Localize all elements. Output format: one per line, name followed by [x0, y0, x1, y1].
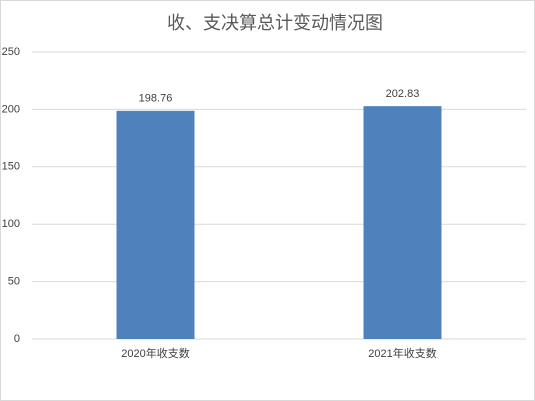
x-tick-label: 2021年收支数: [368, 346, 436, 360]
y-tick-label: 50: [8, 276, 20, 288]
x-tick-label: 2020年收支数: [121, 346, 189, 360]
y-tick-label: 250: [2, 46, 20, 58]
chart-title: 收、支决算总计变动情况图: [167, 13, 383, 33]
y-tick-label: 200: [2, 103, 20, 115]
data-label: 198.76: [139, 93, 173, 105]
bar: [363, 106, 442, 340]
y-tick-label: 0: [14, 333, 20, 345]
data-label: 202.83: [386, 88, 420, 100]
y-tick-label: 150: [2, 161, 20, 173]
y-tick-label: 100: [2, 218, 20, 230]
bar: [116, 110, 195, 339]
